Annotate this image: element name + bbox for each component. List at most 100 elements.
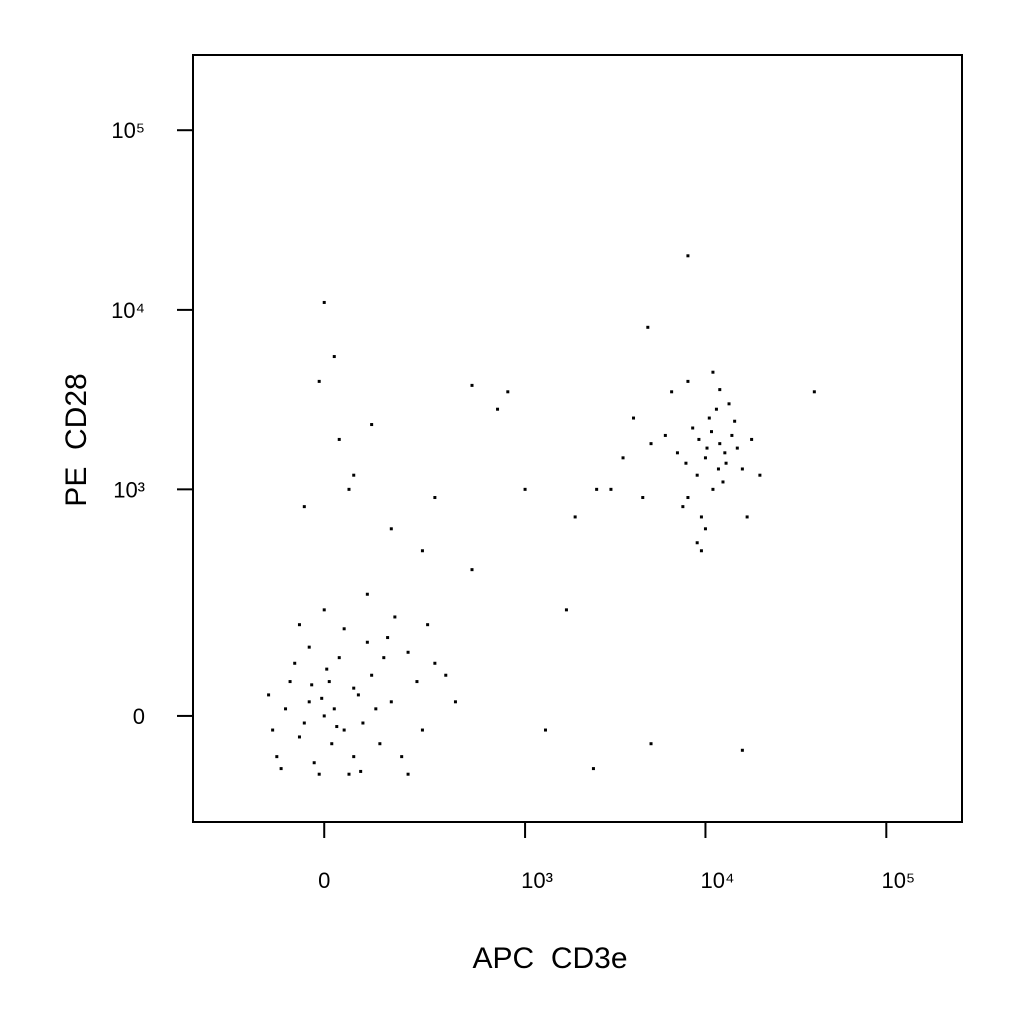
dot	[718, 442, 722, 446]
dot	[641, 496, 645, 500]
dot	[703, 456, 707, 460]
dot	[389, 700, 393, 704]
dot	[699, 515, 703, 519]
dot	[267, 693, 271, 697]
dot	[632, 416, 636, 420]
dot	[750, 437, 754, 441]
dot	[322, 714, 326, 718]
dot	[317, 379, 321, 383]
dot	[686, 379, 690, 383]
x-tick-label: 10⁴	[700, 868, 734, 893]
dot	[621, 456, 625, 460]
dot	[312, 761, 316, 765]
x-tick-label: 10⁵	[882, 868, 916, 893]
dot	[406, 650, 410, 654]
dot	[718, 388, 722, 392]
plot-frame	[192, 54, 963, 823]
x-tick-label: 10³	[521, 868, 553, 893]
dot	[352, 473, 356, 477]
dot	[453, 700, 457, 704]
dot	[327, 680, 331, 684]
dot	[711, 487, 715, 491]
dot	[649, 742, 653, 746]
dot	[361, 721, 365, 725]
dot	[297, 735, 301, 739]
dot	[609, 487, 613, 491]
dot	[564, 608, 568, 612]
dot	[691, 426, 695, 430]
dot	[721, 480, 725, 484]
dot	[378, 742, 382, 746]
dot	[307, 700, 311, 704]
dot	[307, 645, 311, 649]
dot	[646, 325, 650, 329]
dot	[444, 673, 448, 677]
dot	[382, 656, 386, 660]
y-tick-label: 10³	[113, 477, 145, 502]
dot	[406, 772, 410, 776]
dot	[699, 549, 703, 553]
dot	[812, 390, 816, 394]
dot	[337, 656, 341, 660]
dot	[740, 467, 744, 471]
dot	[470, 568, 474, 572]
dot	[705, 446, 709, 450]
dot	[433, 661, 437, 665]
dot	[337, 437, 341, 441]
dot	[649, 442, 653, 446]
y-tick-label: 10⁵	[111, 118, 145, 143]
dot	[695, 473, 699, 477]
dot	[279, 767, 283, 771]
dot	[675, 451, 679, 455]
dot	[573, 515, 577, 519]
dot	[302, 721, 306, 725]
dot	[681, 505, 685, 509]
y-axis-label: PE CD28	[60, 373, 93, 506]
dot	[284, 707, 288, 711]
dot	[733, 419, 737, 423]
dot	[711, 370, 715, 374]
dot	[332, 707, 336, 711]
dot	[400, 755, 404, 759]
dot	[745, 515, 749, 519]
dot	[359, 769, 363, 773]
dot	[352, 686, 356, 690]
dot	[740, 748, 744, 752]
dot	[330, 742, 334, 746]
dot	[288, 680, 292, 684]
dot	[707, 416, 711, 420]
dot	[684, 461, 688, 465]
dot	[697, 437, 701, 441]
dot	[714, 407, 718, 411]
y-tick-label: 10⁴	[111, 298, 145, 323]
dot	[686, 496, 690, 500]
dot	[543, 728, 547, 732]
dot	[322, 608, 326, 612]
dot	[352, 755, 356, 759]
dot	[496, 407, 500, 411]
dot	[758, 473, 762, 477]
dot	[332, 355, 336, 359]
dot	[271, 728, 275, 732]
dot	[317, 772, 321, 776]
dot	[420, 549, 424, 553]
dot	[393, 615, 397, 619]
dot	[730, 433, 734, 437]
dot	[386, 636, 390, 640]
dot	[670, 390, 674, 394]
dot	[695, 541, 699, 545]
dot	[365, 640, 369, 644]
dot	[320, 696, 324, 700]
y-tick-label: 0	[133, 704, 145, 729]
dot	[595, 487, 599, 491]
dot	[523, 487, 527, 491]
dot	[724, 461, 728, 465]
dot	[470, 383, 474, 387]
dot	[322, 300, 326, 304]
dot	[735, 446, 739, 450]
dot	[374, 707, 378, 711]
dot	[370, 423, 374, 427]
dot	[716, 467, 720, 471]
dot	[293, 661, 297, 665]
